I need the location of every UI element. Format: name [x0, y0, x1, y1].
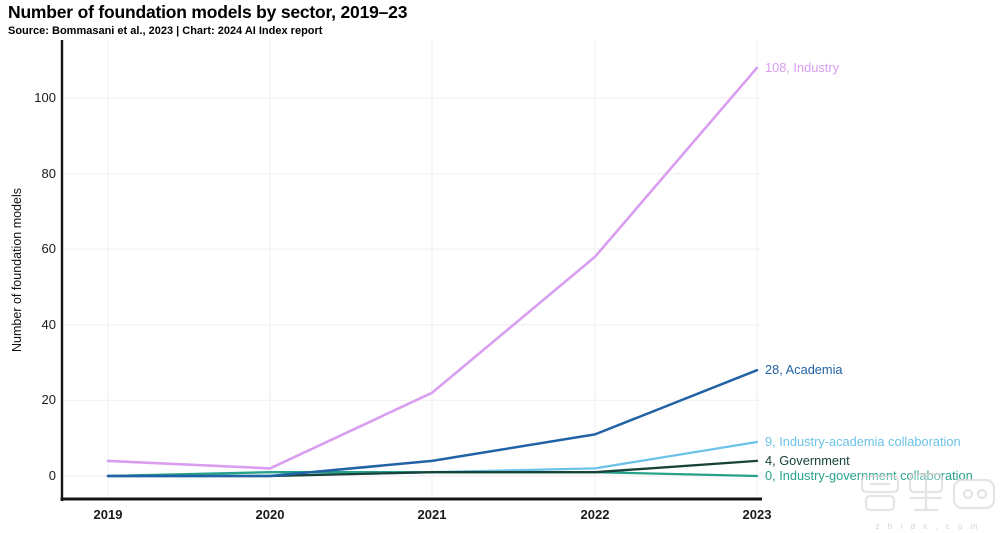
- x-tick-label-2022: 2022: [580, 507, 610, 522]
- series-end-label-government: 4, Government: [765, 452, 850, 468]
- x-tick-label-2021: 2021: [417, 507, 447, 522]
- data-series-lines: [106, 66, 759, 478]
- y-tick-label-60: 60: [41, 241, 56, 257]
- y-tick-label-0: 0: [48, 468, 56, 483]
- vertical-gridlines: [107, 40, 758, 498]
- horizontal-gridlines: [63, 97, 760, 477]
- series-end-label-industry: 108, Industry: [765, 59, 839, 75]
- x-tick-label-2023: 2023: [742, 507, 772, 522]
- chart-source-caption: Source: Bommasani et al., 2023 | Chart: …: [8, 25, 323, 37]
- series-end-label-industry-government-collaboration: 0, Industry-government collaboration: [765, 468, 973, 483]
- chart-title: Number of foundation models by sector, 2…: [8, 2, 408, 22]
- axes: [60, 40, 762, 501]
- series-line-academia: [106, 368, 759, 478]
- y-tick-label-20: 20: [41, 392, 56, 408]
- y-tick-label-80: 80: [41, 165, 56, 181]
- series-line-industry: [106, 66, 759, 470]
- series-end-label-academia: 28, Academia: [765, 362, 843, 378]
- x-tick-label-2019: 2019: [93, 507, 123, 522]
- x-tick-label-2020: 2020: [255, 507, 285, 522]
- y-tick-label-100: 100: [34, 90, 56, 105]
- series-end-label-industry-academia-collaboration: 9, Industry-academia collaboration: [765, 433, 961, 449]
- y-tick-label-40: 40: [41, 316, 56, 332]
